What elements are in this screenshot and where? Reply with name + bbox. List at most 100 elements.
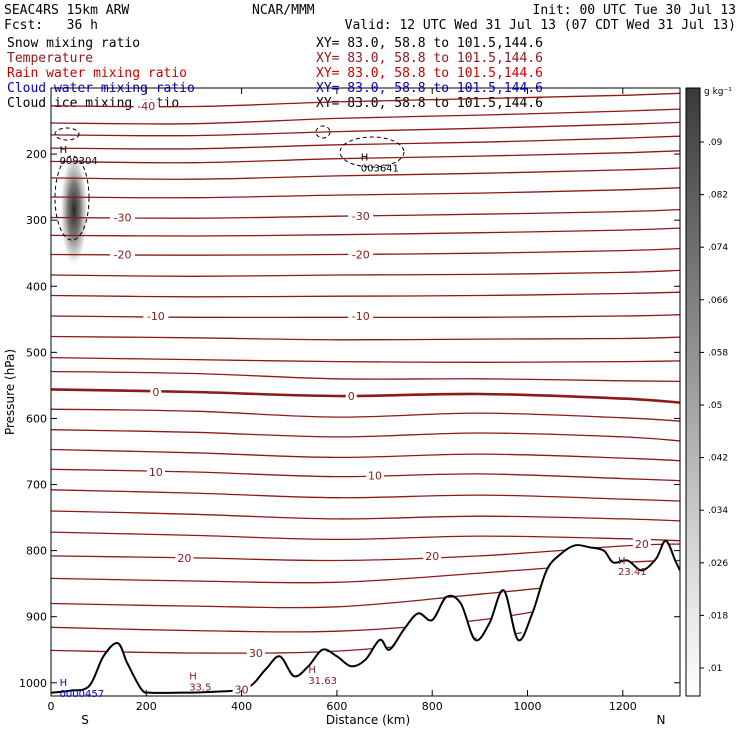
colorbar-gradient: [685, 87, 701, 697]
y-axis-title: Pressure (hPa): [3, 349, 17, 435]
y-tick-label: 200: [26, 148, 47, 161]
extremum-marker: H: [308, 665, 316, 676]
temperature-isotherms: [51, 92, 680, 654]
contour-label-bg: [143, 310, 169, 322]
field-name: Snow mixing ratio: [7, 36, 140, 51]
isotherm-line: [51, 135, 680, 150]
terrain-line: [51, 539, 680, 694]
field-xy: XY= 83.0, 58.8 to 101.5,144.6: [316, 51, 543, 66]
colorbar-tick-label: .09: [708, 138, 723, 148]
colorbar-ticks: .09 .082 .074 .066 .058 .05 .042 .034 .026 .018 .0…: [700, 138, 728, 674]
contour-label: -10: [352, 310, 370, 323]
contour-label: 10: [149, 466, 163, 479]
colorbar-unit: g kg⁻¹: [704, 87, 732, 97]
field-name: Temperature: [7, 51, 93, 66]
contour-label-bg: [423, 549, 442, 562]
x-tick-label: 600: [326, 700, 347, 713]
snow-contour: [339, 136, 405, 168]
valid-time: Valid: 12 UTC Wed 31 Jul 13 (07 CDT Wed …: [345, 18, 736, 33]
contour-label-bg: [146, 465, 165, 478]
contour-label-bg: [348, 310, 374, 322]
x-tick-label: 800: [422, 700, 443, 713]
contour-label: -20: [352, 249, 370, 262]
isotherm-line: [51, 167, 680, 180]
snow-contour: [54, 127, 80, 141]
extremum-marker: H: [60, 678, 68, 689]
snow-contour: [54, 155, 90, 241]
y-tick-label: 400: [26, 280, 47, 293]
contour-label-bg: [246, 647, 265, 660]
isotherm-line: [51, 531, 680, 542]
contour-label-bg: [133, 99, 159, 112]
contour-label: 20: [177, 552, 191, 565]
contour-label-bg: [348, 210, 374, 223]
x-tick-label: 200: [136, 700, 157, 713]
field-xy: XY= 83.0, 58.8 to 101.5,144.6: [316, 66, 543, 81]
contour-label-bg: [345, 389, 357, 402]
extremum-value: 003641: [361, 164, 399, 175]
field-legend: Snow mixing ratio XY= 83.0, 58.8 to 101.5…: [7, 36, 543, 111]
isotherm-line: [51, 429, 680, 442]
contour-label: 30: [235, 683, 249, 696]
contour-label-bg: [348, 248, 374, 261]
contour-label: 20: [425, 550, 439, 563]
isotherm-line: [51, 247, 680, 256]
contour-label: 0: [348, 390, 355, 403]
colorbar-tick-label: .058: [708, 348, 728, 358]
contour-label-bg: [109, 248, 135, 261]
isotherm-line: [51, 291, 680, 298]
contour-label: -10: [147, 310, 165, 323]
colorbar: g kg⁻¹ .09 .082 .074 .066 .058 .05 .042 .034 .02…: [685, 87, 732, 697]
extremum-marker: H: [60, 145, 68, 156]
field-xy: XY= 83.0, 58.8 to 101.5,144.6: [316, 36, 543, 51]
colorbar-tick-label: .082: [708, 191, 728, 201]
field-name: Rain water mixing ratio: [7, 66, 187, 81]
contour-label: 10: [368, 469, 382, 482]
contour-label: 0: [152, 386, 159, 399]
isotherm-line: [51, 335, 680, 341]
colorbar-tick-label: .074: [708, 243, 728, 253]
extremum-marker: H: [361, 153, 369, 164]
colorbar-tick-label: .026: [708, 559, 728, 569]
isotherm-line: [51, 150, 680, 164]
contour-label-bg: [109, 211, 135, 224]
isotherm-line: [51, 510, 680, 522]
axes: 0 200 400 600 800 1000 12002003004005006007008…: [19, 88, 680, 713]
forecast-hour: Fcst: 36 h: [4, 18, 98, 33]
init-time: Init: 00 UTC Tue 30 Jul 13: [533, 3, 737, 18]
colorbar-tick-label: .066: [708, 296, 728, 306]
right-endpoint-label: N: [657, 713, 666, 727]
y-tick-label: 300: [26, 214, 47, 227]
colorbar-tick-label: .05: [708, 401, 722, 411]
extremum-marker: H: [618, 556, 626, 567]
plot-frame: [50, 87, 681, 697]
x-tick-label: 400: [231, 700, 252, 713]
model-title: SEAC4RS 15km ARW: [4, 3, 129, 18]
cloud-ice-shading: [60, 152, 88, 268]
isotherm-line: [51, 92, 680, 108]
contour-label-bg: [150, 386, 162, 398]
colorbar-tick-label: .018: [708, 611, 728, 621]
extremum-marker: H: [189, 671, 197, 682]
snow-contours: [54, 125, 405, 241]
isotherm-line: [51, 489, 680, 502]
x-axis-title: Distance (km): [326, 713, 410, 727]
x-tick-label: 0: [48, 700, 55, 713]
contour-label: -40: [137, 100, 155, 113]
isotherm-line: [51, 388, 680, 404]
isotherm-line: [51, 356, 680, 363]
isotherm-line: [51, 108, 680, 125]
contour-label: 30: [249, 647, 263, 660]
field-xy: XY= 83.0, 58.8 to 101.5,144.6: [316, 96, 543, 111]
isotherm-line: [51, 187, 680, 199]
colorbar-tick-label: .042: [708, 454, 728, 464]
y-tick-label: 600: [26, 412, 47, 425]
y-tick-label: 900: [26, 611, 47, 624]
y-tick-label: 700: [26, 479, 47, 492]
colorbar-tick-label: .01: [708, 664, 722, 674]
isotherm-line: [51, 468, 680, 482]
y-tick-label: 800: [26, 545, 47, 558]
contour-label: -30: [113, 212, 131, 225]
extremum-value: 0000457: [60, 689, 105, 700]
